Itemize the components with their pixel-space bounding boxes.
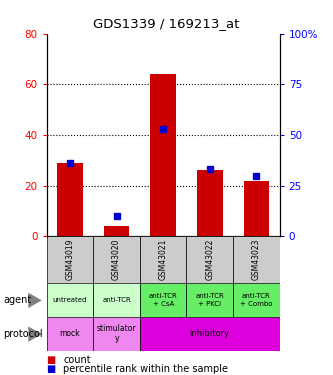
Text: stimulator
y: stimulator y: [97, 324, 136, 344]
Text: anti-TCR
+ PKCi: anti-TCR + PKCi: [195, 294, 224, 306]
Bar: [233, 283, 280, 317]
Text: GSM43019: GSM43019: [65, 239, 75, 280]
Text: percentile rank within the sample: percentile rank within the sample: [63, 364, 228, 374]
Text: GSM43022: GSM43022: [205, 239, 214, 280]
Bar: [140, 236, 186, 283]
Bar: [93, 283, 140, 317]
Bar: [233, 236, 280, 283]
Bar: [93, 317, 140, 351]
Text: agent: agent: [3, 295, 32, 305]
Text: inhibitory: inhibitory: [190, 329, 230, 338]
Bar: [47, 283, 93, 317]
Bar: [47, 317, 93, 351]
Bar: [140, 283, 186, 317]
Bar: [104, 226, 129, 236]
Text: anti-TCR
+ CsA: anti-TCR + CsA: [149, 294, 177, 306]
Text: count: count: [63, 355, 91, 365]
Text: ■: ■: [47, 355, 56, 365]
Text: untreated: untreated: [53, 297, 87, 303]
Text: ■: ■: [47, 364, 56, 374]
Bar: [186, 236, 233, 283]
Bar: [140, 317, 280, 351]
Text: anti-TCR: anti-TCR: [102, 297, 131, 303]
Text: protocol: protocol: [3, 329, 43, 339]
Text: GSM43021: GSM43021: [159, 239, 168, 280]
Bar: [197, 170, 223, 236]
Text: GSM43023: GSM43023: [252, 239, 261, 280]
Bar: [244, 181, 269, 236]
Bar: [93, 236, 140, 283]
Text: GDS1339 / 169213_at: GDS1339 / 169213_at: [93, 17, 240, 30]
Bar: [57, 163, 83, 236]
Polygon shape: [28, 292, 42, 308]
Text: anti-TCR
+ Combo: anti-TCR + Combo: [240, 294, 273, 306]
Text: GSM43020: GSM43020: [112, 239, 121, 280]
Bar: [151, 74, 176, 236]
Polygon shape: [28, 326, 42, 342]
Bar: [186, 283, 233, 317]
Text: mock: mock: [60, 329, 80, 338]
Bar: [47, 236, 93, 283]
